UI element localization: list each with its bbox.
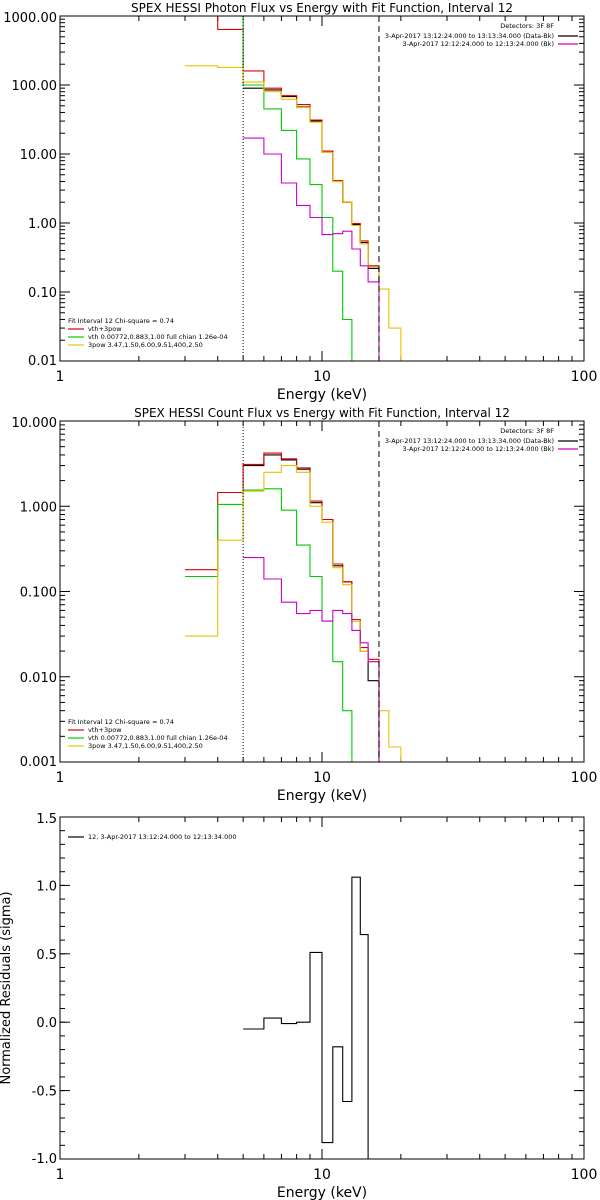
legend-left-entry-label: 3pow 3.47,1.50,6.00,9.51,400,2.50 — [88, 742, 203, 750]
data-series-4 — [185, 65, 402, 361]
data-series-5 — [243, 557, 380, 762]
legend-right-entry-label: 3-Apr-2017 13:12:24.000 to 13:13:34.000 … — [385, 437, 554, 445]
data-series-1 — [243, 87, 380, 285]
data-series-5 — [243, 137, 380, 361]
plot-frame — [59, 816, 585, 1160]
legend-detectors-title: Detectors: 3F 8F — [500, 427, 554, 435]
x-axis-label: Energy (keV) — [277, 788, 367, 804]
legend-right-entry-label: 3-Apr-2017 12:12:24.000 to 12:13:24.000 … — [403, 445, 554, 453]
legend-left-entry-label: 12, 3-Apr-2017 13:12:24.000 to 12:13:34.… — [88, 833, 237, 841]
x-tick-label: 10 — [313, 1167, 331, 1183]
x-tick-label: 100 — [571, 369, 598, 385]
legend-detectors-title: Detectors: 3F 8F — [500, 22, 554, 30]
y-tick-label: 100.00 — [12, 79, 58, 94]
x-tick-label: 10 — [313, 369, 331, 385]
data-series-1 — [243, 876, 379, 1159]
legend-left-entry-label: vth 0.00772,0.883,1.00 full chian 1.26e-… — [88, 734, 228, 742]
y-tick-label: 10.00 — [20, 148, 57, 163]
data-series-2 — [185, 452, 380, 762]
data-series-3 — [185, 16, 379, 361]
y-tick-label: -1.0 — [32, 1152, 57, 1167]
chart-panel-2: SPEX HESSI Count Flux vs Energy with Fit… — [12, 406, 598, 804]
series-group — [185, 16, 402, 361]
legend-left-entry-label: 3pow 3.47,1.50,6.00,9.51,400,2.50 — [88, 341, 203, 349]
plot-frame — [59, 420, 585, 763]
chart-title: SPEX HESSI Count Flux vs Energy with Fit… — [134, 406, 510, 420]
legend-right-entry-label: 3-Apr-2017 13:12:24.000 to 13:13:34.000 … — [385, 32, 554, 40]
x-tick-label: 1 — [56, 770, 65, 786]
chart-panel-1: SPEX HESSI Photon Flux vs Energy with Fi… — [3, 1, 597, 403]
legend-left-entry-label: vth 0.00772,0.883,1.00 full chian 1.26e-… — [88, 333, 228, 341]
y-tick-label: 0.0 — [36, 1016, 57, 1031]
series-group — [243, 876, 379, 1159]
data-series-2 — [185, 16, 380, 282]
legend-right-entry-label: 3-Apr-2017 12:12:24.000 to 12:13:24.000 … — [403, 40, 554, 48]
legend-left-entry-label: vth+3pow — [88, 726, 122, 734]
series-group — [185, 452, 402, 762]
data-series-3 — [185, 488, 379, 762]
y-tick-label: 1.5 — [36, 812, 57, 827]
y-axis-label: Normalized Residuals (sigma) — [0, 891, 14, 1084]
x-axis-label: Energy (keV) — [277, 387, 367, 403]
legend-left-entry-label: vth+3pow — [88, 325, 122, 333]
y-tick-label: 0.5 — [36, 948, 57, 963]
y-tick-label: 1.000 — [20, 500, 57, 515]
y-tick-label: 1000.00 — [3, 11, 57, 26]
chart-title: SPEX HESSI Photon Flux vs Energy with Fi… — [131, 1, 513, 15]
plot-frame — [59, 15, 585, 362]
y-tick-label: 0.01 — [28, 354, 57, 369]
x-tick-label: 1 — [56, 1167, 65, 1183]
y-tick-label: 0.100 — [20, 586, 57, 601]
y-tick-label: -0.5 — [32, 1085, 57, 1100]
y-tick-label: 0.10 — [28, 286, 57, 301]
x-tick-label: 100 — [571, 770, 598, 786]
legend-fit-header: Fit Interval 12 Chi-square = 0.74 — [68, 718, 174, 726]
y-tick-label: 10.000 — [12, 416, 58, 431]
y-tick-label: 1.0 — [36, 879, 57, 894]
x-tick-label: 1 — [56, 369, 65, 385]
y-tick-label: 0.001 — [20, 755, 57, 770]
chart-panel-3: 1 10 100 -1.0 -0.5 0.0 0.5 1.0 1.5 Energy (keV) No… — [0, 812, 597, 1200]
y-tick-label: 0.010 — [20, 671, 57, 686]
x-tick-label: 100 — [571, 1167, 598, 1183]
y-tick-label: 1.00 — [28, 217, 57, 232]
x-tick-label: 10 — [313, 770, 331, 786]
legend-fit-header: Fit Interval 12 Chi-square = 0.74 — [68, 317, 174, 325]
x-axis-label: Energy (keV) — [277, 1185, 367, 1200]
